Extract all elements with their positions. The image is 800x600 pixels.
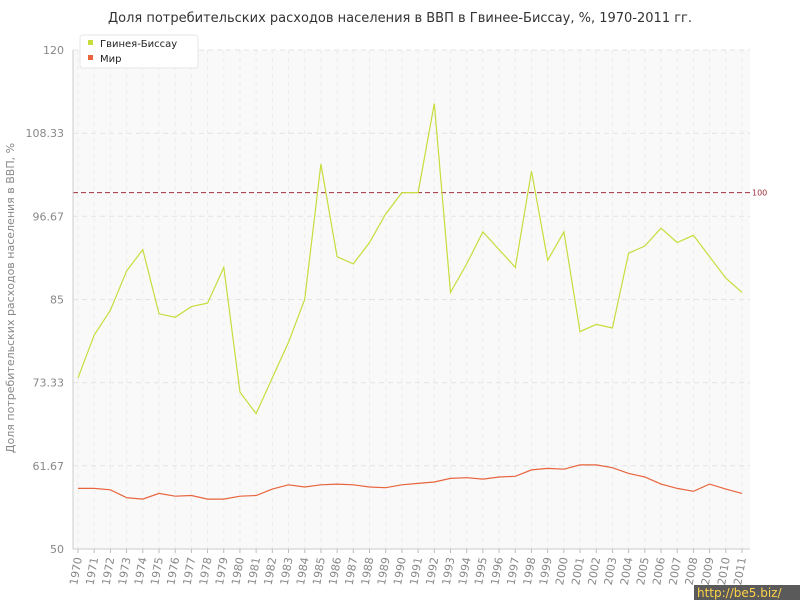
x-tick-label: 1974 [132,556,150,586]
x-tick-label: 1998 [521,556,539,586]
x-tick-label: 1975 [148,556,166,586]
watermark-link[interactable]: http://be5.biz/ [697,586,782,600]
legend: Гвинея-Биссау Мир [79,34,199,69]
x-tick-label: 2009 [699,556,717,586]
x-tick-label: 2008 [683,556,701,586]
x-tick-label: 2010 [715,556,733,586]
x-tick-label: 2003 [602,556,620,586]
x-tick-label: 1981 [245,556,263,586]
legend-label-guinea-bissau: Гвинея-Биссау [100,39,177,50]
x-tick-label: 1982 [262,556,280,586]
x-tick-label: 1990 [391,556,409,586]
y-axis-label: Доля потребительских расходов населения … [4,143,17,453]
x-tick-label: 2007 [667,556,685,586]
x-tick-label: 1971 [83,556,101,586]
y-axis-ticks: 50 61.67 73.33 85 96.67 108.33 120 [26,44,65,556]
x-tick-label: 1999 [537,556,555,586]
chart-title: Доля потребительских расходов населения … [108,11,692,26]
x-tick-label: 1989 [375,556,393,586]
x-tick-label: 1985 [310,556,328,586]
x-tick-label: 2011 [731,556,749,586]
x-tick-label: 1992 [424,556,442,586]
x-tick-label: 1997 [505,556,523,586]
x-tick-label: 1996 [488,556,506,586]
y-tick-label: 108.33 [26,127,65,140]
legend-swatch-world [88,55,93,60]
x-tick-label: 2002 [586,556,604,586]
y-tick-label: 120 [43,44,64,57]
y-tick-label: 85 [50,294,64,307]
series-line-guinea-bissau [77,103,743,415]
x-tick-label: 1970 [67,556,85,586]
series-line-world [78,464,743,500]
x-tick-label: 1993 [440,556,458,586]
y-tick-label: 73.33 [33,377,65,390]
x-tick-label: 1991 [407,556,425,586]
x-tick-label: 2005 [634,556,652,586]
x-tick-label: 1979 [213,556,231,586]
x-tick-label: 1995 [472,556,490,586]
watermark-background [694,585,800,600]
x-axis-ticks: 1970197119721973197419751976197719781979… [67,549,749,586]
x-tick-label: 1986 [326,556,344,586]
y-tick-label: 96.67 [33,210,65,223]
x-tick-label: 1994 [456,556,474,586]
legend-swatch-guinea-bissau [88,40,93,45]
x-tick-label: 1984 [294,556,312,586]
x-tick-label: 1973 [116,556,134,586]
legend-box [79,34,199,69]
x-tick-label: 2006 [650,556,668,586]
legend-label-world: Мир [100,54,121,65]
reference-line-label: 100 [752,189,767,198]
x-tick-label: 1978 [197,556,215,586]
x-tick-label: 1983 [278,556,296,586]
x-tick-label: 1977 [181,556,199,586]
x-tick-label: 1972 [100,556,118,586]
series-lines [77,103,743,500]
x-tick-label: 1987 [343,556,361,586]
x-tick-label: 2000 [553,556,571,586]
x-tick-label: 2004 [618,556,636,586]
y-tick-label: 61.67 [33,460,65,473]
x-tick-label: 2001 [569,556,587,586]
x-tick-label: 1976 [164,556,182,586]
y-tick-label: 50 [50,543,64,556]
x-tick-label: 1980 [229,556,247,586]
x-tick-label: 1988 [359,556,377,586]
